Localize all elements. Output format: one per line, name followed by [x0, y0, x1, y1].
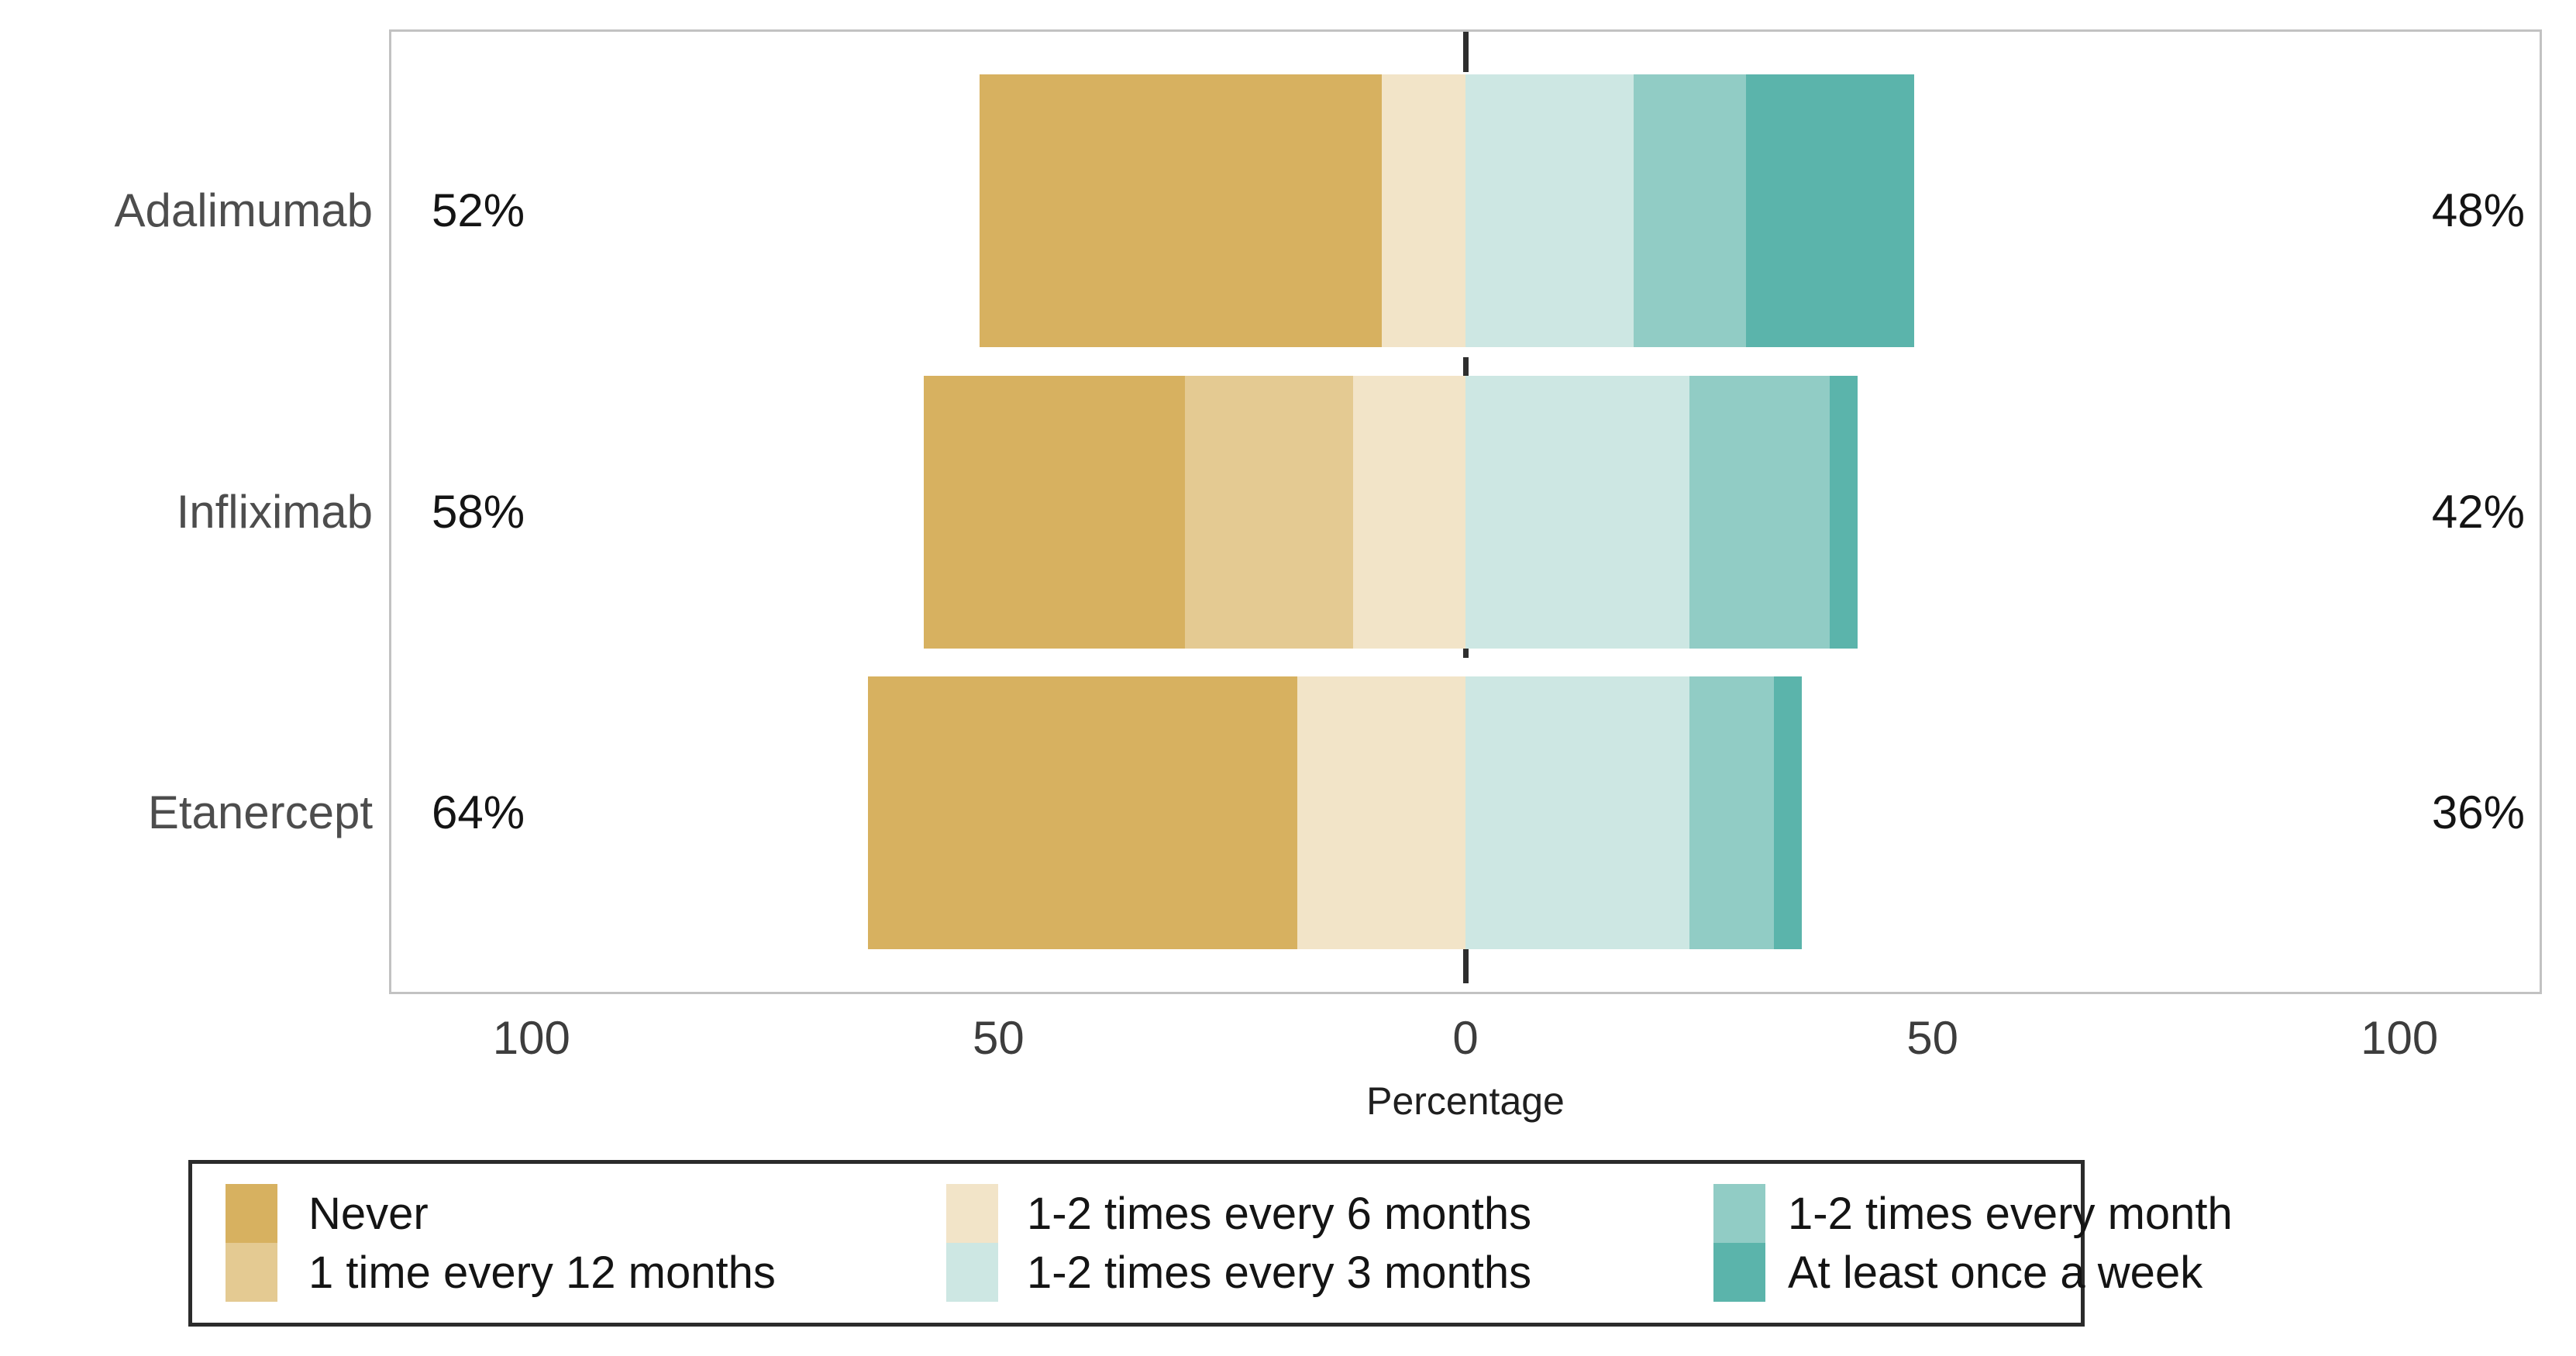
right-total-label-adalimumab: 48%: [2431, 184, 2525, 236]
bar-segment-1-2-times-every-6-months: [1297, 676, 1465, 949]
bar-segment-never: [923, 376, 1186, 649]
x-tick-label-2: 0: [1452, 1012, 1479, 1064]
right-total-label-infliximab: 42%: [2431, 486, 2525, 538]
x-tick-label-1: 50: [973, 1012, 1025, 1064]
bar-segment-at-least-once-a-week: [1773, 676, 1802, 949]
bar-segment-at-least-once-a-week: [1745, 74, 1914, 347]
legend-label-1-2-times-every-3-months: 1-2 times every 3 months: [1027, 1247, 1532, 1298]
bar-segment-1-2-times-every-month: [1689, 676, 1774, 949]
bar-segment-1-time-every-12-months: [1185, 376, 1354, 649]
legend-label-at-least-once-a-week: At least once a week: [1788, 1247, 2203, 1298]
bar-segment-1-2-times-every-month: [1689, 376, 1830, 649]
bars-layer: [391, 32, 2540, 992]
bar-segment-1-2-times-every-3-months: [1465, 376, 1690, 649]
legend-swatch-1-2-times-every-3-months: [946, 1243, 998, 1302]
legend-swatch-1-time-every-12-months: [226, 1243, 277, 1302]
category-label-adalimumab: Adalimumab: [114, 184, 374, 236]
legend: [188, 1160, 2085, 1327]
legend-label-1-time-every-12-months: 1 time every 12 months: [308, 1247, 776, 1298]
bar-segment-never: [980, 74, 1382, 347]
bar-segment-1-2-times-every-month: [1633, 74, 1746, 347]
legend-label-1-2-times-every-6-months: 1-2 times every 6 months: [1027, 1188, 1532, 1239]
legend-swatch-1-2-times-every-6-months: [946, 1184, 998, 1243]
bar-segment-1-2-times-every-3-months: [1465, 676, 1690, 949]
x-tick-label-4: 100: [2361, 1012, 2439, 1064]
x-tick-label-0: 100: [492, 1012, 570, 1064]
x-tick-label-3: 50: [1906, 1012, 1958, 1064]
left-total-label-infliximab: 58%: [432, 486, 525, 538]
bar-segment-at-least-once-a-week: [1830, 376, 1858, 649]
bar-segment-1-2-times-every-3-months: [1465, 74, 1634, 347]
category-label-etanercept: Etanercept: [147, 786, 373, 838]
left-total-label-etanercept: 64%: [432, 786, 525, 838]
legend-swatch-1-2-times-every-month: [1713, 1184, 1765, 1243]
legend-swatch-at-least-once-a-week: [1713, 1243, 1765, 1302]
x-axis-title: Percentage: [1366, 1079, 1565, 1123]
bar-segment-never: [867, 676, 1298, 949]
legend-label-never: Never: [308, 1188, 429, 1239]
bar-row-infliximab: [391, 376, 2540, 649]
bar-row-adalimumab: [391, 74, 2540, 347]
legend-label-1-2-times-every-month: 1-2 times every month: [1788, 1188, 2233, 1239]
bar-segment-1-2-times-every-6-months: [1353, 376, 1465, 649]
left-total-label-adalimumab: 52%: [432, 184, 525, 236]
legend-swatch-never: [226, 1184, 277, 1243]
category-label-infliximab: Infliximab: [176, 486, 373, 538]
bar-segment-1-2-times-every-6-months: [1381, 74, 1465, 347]
right-total-label-etanercept: 36%: [2431, 786, 2525, 838]
bar-row-etanercept: [391, 676, 2540, 949]
